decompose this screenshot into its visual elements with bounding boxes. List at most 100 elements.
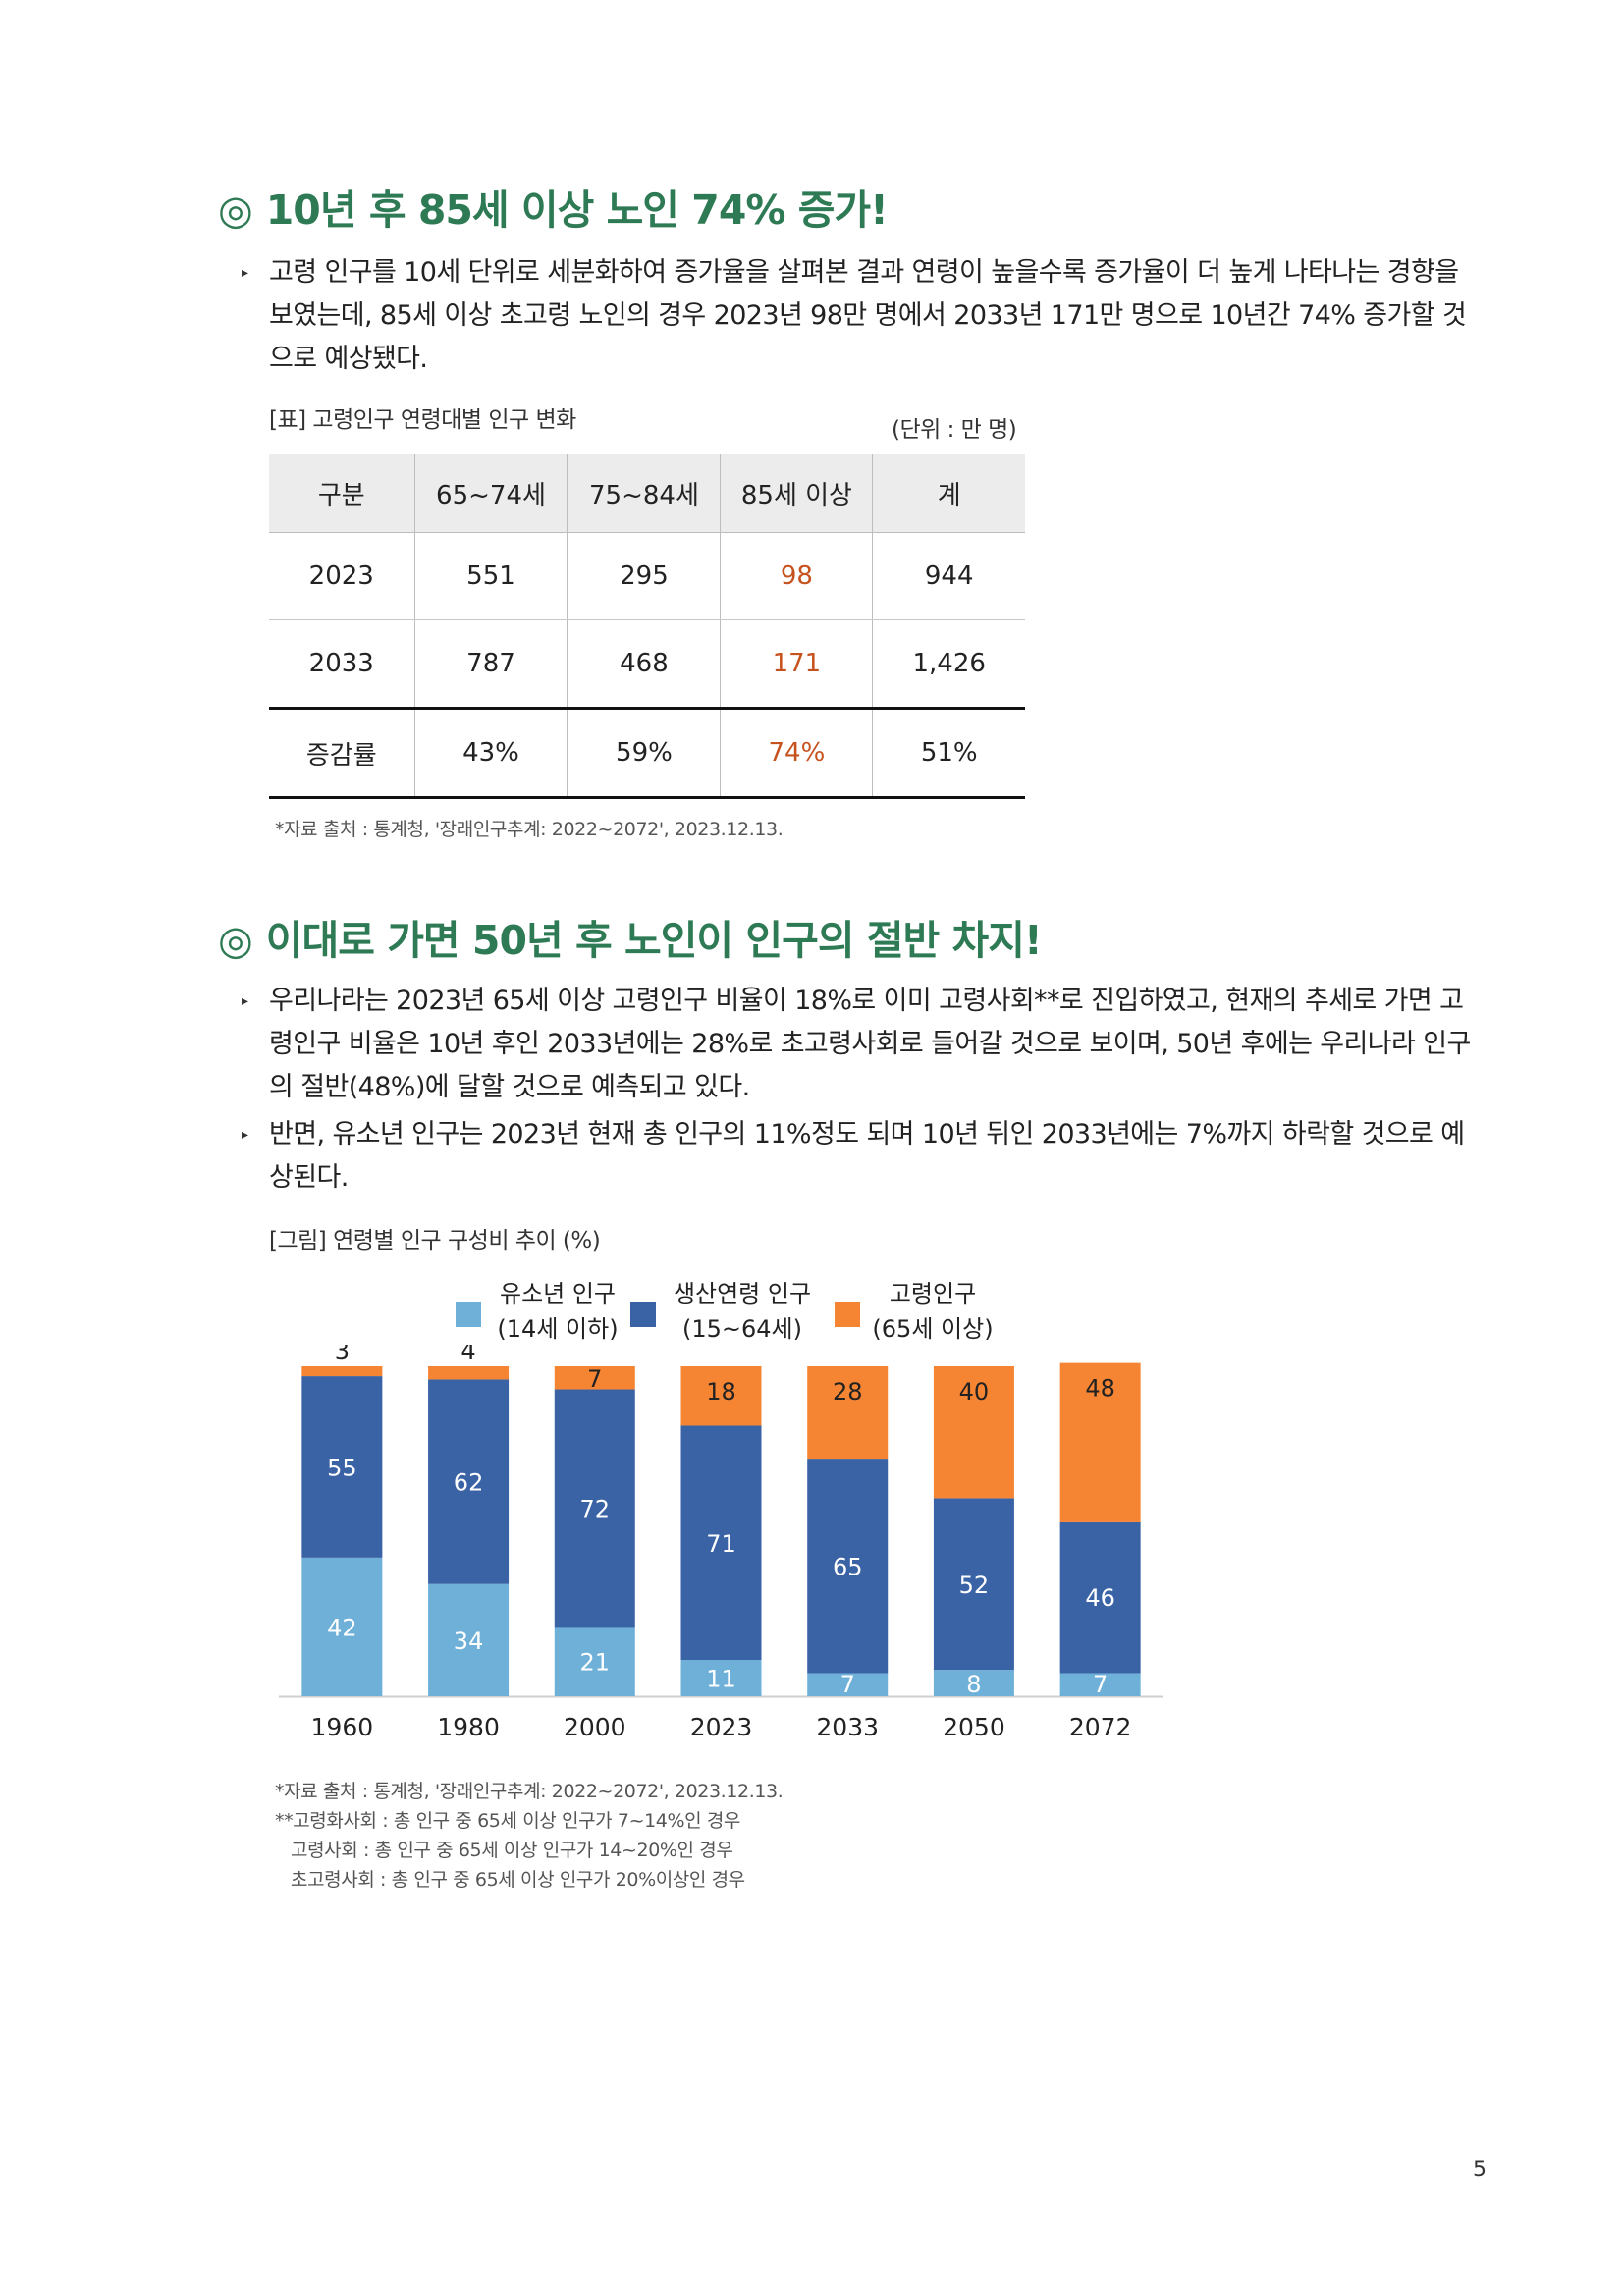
bar-value-label: 48 <box>1085 1375 1115 1403</box>
section1-bullet-text: 고령 인구를 10세 단위로 세분화하여 증가율을 살펴본 결과 연령이 높을수… <box>269 257 1467 374</box>
table-header-cell: 85세 이상 <box>720 454 873 533</box>
bar-value-label: 21 <box>580 1649 611 1677</box>
page-number: 5 <box>1473 2158 1487 2182</box>
table-cell: 944 <box>872 532 1025 620</box>
table-row: 2033 787 468 171 1,426 <box>269 619 1025 709</box>
bar-segment <box>680 1366 762 1426</box>
x-tick-label: 2072 <box>1069 1713 1132 1741</box>
section2-bullet-text: 반면, 유소년 인구는 2023년 현재 총 인구의 11%정도 되며 10년 … <box>269 1119 1465 1193</box>
bar-value-label: 7 <box>587 1365 602 1393</box>
double-circle-icon: ◎ <box>218 187 253 234</box>
bar-segment <box>554 1366 635 1390</box>
bar-value-label: 71 <box>706 1530 736 1558</box>
x-tick-label: 2033 <box>816 1713 879 1741</box>
bar-segment <box>1059 1521 1141 1674</box>
bar-segment <box>680 1660 762 1696</box>
x-tick-label: 2050 <box>943 1713 1005 1741</box>
table-cell: 787 <box>413 619 568 709</box>
bar-value-label: 72 <box>580 1495 611 1522</box>
bar-value-label: 18 <box>706 1378 736 1406</box>
bar-value-label: 28 <box>833 1378 863 1406</box>
bar-value-label: 7 <box>1093 1671 1108 1698</box>
figure-source-2: **고령화사회 : 총 인구 중 65세 이상 인구가 7~14%인 경우 <box>275 1810 741 1832</box>
bar-segment <box>933 1498 1014 1671</box>
bar-segment <box>933 1670 1014 1696</box>
bar-value-label: 65 <box>833 1553 863 1580</box>
bar-segment <box>1059 1362 1141 1522</box>
bar-segment <box>1059 1673 1141 1696</box>
bar-segment <box>554 1627 635 1696</box>
table-cell: 1,426 <box>872 619 1025 709</box>
bar-value-label: 42 <box>327 1614 357 1641</box>
bar-segment <box>680 1425 762 1661</box>
table-row-total: 증감률 43% 59% 74% 51% <box>269 707 1025 799</box>
bar-value-label: 4 <box>460 1345 475 1364</box>
table-cell: 증감률 <box>269 707 414 799</box>
legend-label-working: 생산연령 인구 (15~64세) <box>664 1276 821 1347</box>
table-cell: 59% <box>567 707 721 799</box>
section2-bullets: ▸ 우리나라는 2023년 65세 이상 고령인구 비율이 18%로 이미 고령… <box>242 980 1484 1203</box>
table-unit: (단위 : 만 명) <box>892 417 1017 443</box>
bullet-triangle-icon: ▸ <box>242 1127 248 1143</box>
bar-value-label: 11 <box>706 1666 736 1693</box>
section2-bullet: ▸ 우리나라는 2023년 65세 이상 고령인구 비율이 18%로 이미 고령… <box>242 980 1484 1109</box>
bullet-triangle-icon: ▸ <box>242 993 248 1009</box>
bar-segment <box>428 1583 510 1696</box>
legend-swatch-youth <box>456 1302 481 1327</box>
bar-value-label: 62 <box>454 1469 484 1497</box>
figure-source-1: *자료 출처 : 통계청, '장래인구추계: 2022~2072', 2023.… <box>275 1781 784 1802</box>
bar-value-label: 3 <box>335 1345 350 1364</box>
table-cell: 468 <box>567 619 721 709</box>
table-header-cell: 65~74세 <box>413 454 568 533</box>
legend-label-youth: 유소년 인구 (14세 이하) <box>489 1276 626 1347</box>
bar-value-label: 52 <box>959 1572 990 1599</box>
table-cell-highlight: 98 <box>720 532 873 620</box>
figure-caption: [그림] 연령별 인구 구성비 추이 (%) <box>269 1228 601 1254</box>
legend-swatch-elderly <box>835 1302 860 1327</box>
table-row: 2023 551 295 98 944 <box>269 532 1025 620</box>
bar-segment <box>807 1673 889 1696</box>
bar-segment <box>933 1366 1014 1499</box>
age-group-table: 구분 65~74세 75~84세 85세 이상 계 2023 551 295 9… <box>269 454 1025 799</box>
x-tick-label: 2000 <box>564 1713 626 1741</box>
bar-value-label: 46 <box>1085 1584 1115 1612</box>
bar-value-label: 7 <box>840 1671 855 1698</box>
section2-bullet: ▸ 반면, 유소년 인구는 2023년 현재 총 인구의 11%정도 되며 10… <box>242 1113 1484 1200</box>
table-cell: 295 <box>567 532 721 620</box>
table-header-cell: 계 <box>872 454 1025 533</box>
table-source: *자료 출처 : 통계청, '장래인구추계: 2022~2072', 2023.… <box>275 819 784 840</box>
table-cell: 51% <box>872 707 1025 799</box>
table-cell: 551 <box>413 532 568 620</box>
table-cell-highlight: 74% <box>720 707 873 799</box>
bar-segment <box>428 1379 510 1584</box>
bar-value-label: 8 <box>966 1671 981 1698</box>
legend-swatch-working <box>630 1302 656 1327</box>
bar-value-label: 40 <box>959 1378 990 1406</box>
section1-bullets: ▸ 고령 인구를 10세 단위로 세분화하여 증가율을 살펴본 결과 연령이 높… <box>242 251 1484 385</box>
table-header-cell: 구분 <box>269 454 414 533</box>
table-cell: 2033 <box>269 619 414 709</box>
table-cell: 2023 <box>269 532 414 620</box>
legend-text: 고령인구 (65세 이상) <box>872 1280 994 1343</box>
section2-heading-text: 이대로 가면 50년 후 노인이 인구의 절반 차지! <box>265 917 1043 964</box>
bar-segment <box>428 1366 510 1380</box>
table-header-row: 구분 65~74세 75~84세 85세 이상 계 <box>269 454 1025 533</box>
legend-text: 생산연령 인구 (15~64세) <box>673 1280 812 1343</box>
double-circle-icon: ◎ <box>218 917 253 964</box>
bar-segment <box>301 1366 383 1377</box>
figure-source-3: 고령사회 : 총 인구 중 65세 이상 인구가 14~20%인 경우 <box>291 1840 733 1861</box>
bar-segment <box>807 1366 889 1460</box>
table-caption: [표] 고령인구 연령대별 인구 변화 <box>269 407 576 433</box>
bar-segment <box>301 1557 383 1696</box>
table-cell: 43% <box>413 707 568 799</box>
section1-heading: ◎ 10년 후 85세 이상 노인 74% 증가! <box>218 177 889 236</box>
bar-segment <box>554 1389 635 1628</box>
stacked-bar-chart: 42 55 3 1960 34 62 4 1980 21 72 7 2000 11 71 18 2023 7 65… <box>279 1345 1163 1741</box>
bar-value-label: 34 <box>454 1628 484 1655</box>
table-cell-highlight: 171 <box>720 619 873 709</box>
table-header-cell: 75~84세 <box>567 454 721 533</box>
section2-heading: ◎ 이대로 가면 50년 후 노인이 인구의 절반 차지! <box>218 907 1043 966</box>
figure-source-4: 초고령사회 : 총 인구 중 65세 이상 인구가 20%이상인 경우 <box>291 1869 745 1891</box>
x-tick-label: 2023 <box>690 1713 753 1741</box>
